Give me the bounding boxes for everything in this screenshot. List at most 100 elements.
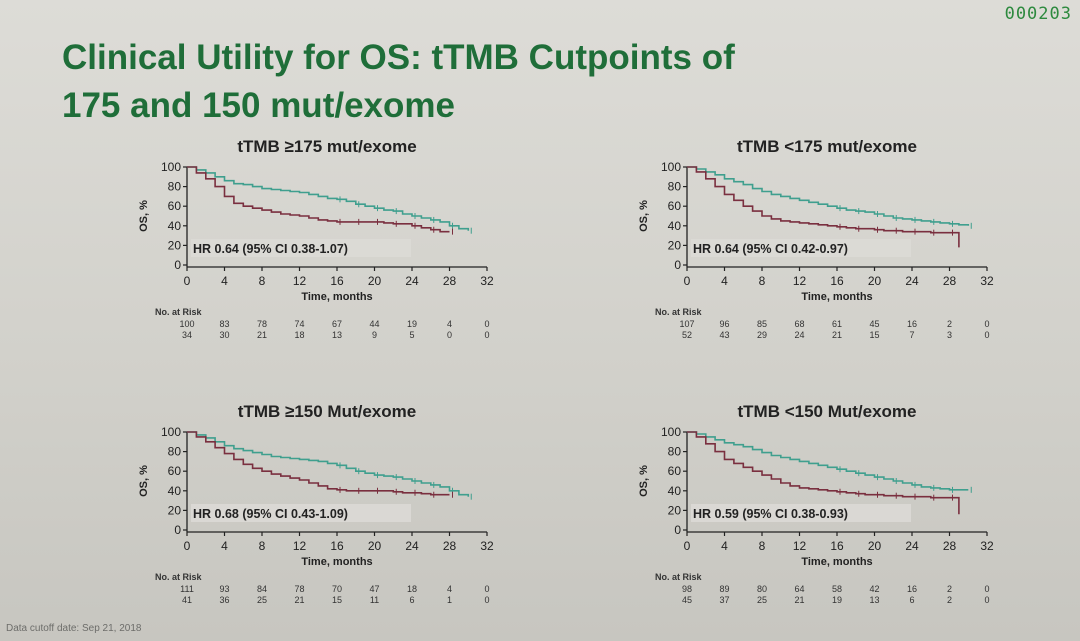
risk-count: 2 [947, 319, 952, 329]
risk-table-header: No. at Risk [655, 307, 703, 317]
x-tick-label: 8 [759, 274, 766, 288]
chart-title: tTMB ≥150 Mut/exome [238, 402, 416, 421]
y-tick-label: 40 [668, 484, 682, 498]
risk-count: 47 [369, 584, 379, 594]
risk-count: 70 [332, 584, 342, 594]
x-axis-label: Time, months [301, 556, 372, 568]
risk-count: 0 [984, 584, 989, 594]
risk-count: 42 [869, 584, 879, 594]
risk-count: 100 [179, 319, 194, 329]
risk-count: 80 [757, 584, 767, 594]
risk-count: 45 [682, 595, 692, 605]
x-tick-label: 28 [943, 539, 957, 553]
risk-count: 30 [219, 330, 229, 340]
risk-count: 34 [182, 330, 192, 340]
y-tick-label: 60 [168, 464, 182, 478]
hr-label-background [691, 239, 911, 257]
chart-title: tTMB ≥175 mut/exome [237, 137, 416, 156]
y-tick-label: 60 [668, 464, 682, 478]
y-tick-label: 40 [668, 219, 682, 233]
hazard-ratio-label: HR 0.68 (95% CI 0.43-1.09) [193, 507, 348, 521]
x-tick-label: 20 [368, 274, 382, 288]
risk-count: 15 [869, 330, 879, 340]
risk-count: 36 [219, 595, 229, 605]
risk-count: 13 [332, 330, 342, 340]
risk-count: 16 [907, 584, 917, 594]
risk-count: 19 [407, 319, 417, 329]
risk-count: 44 [369, 319, 379, 329]
risk-count: 52 [682, 330, 692, 340]
y-tick-label: 20 [668, 238, 682, 252]
risk-count: 61 [832, 319, 842, 329]
x-tick-label: 32 [480, 274, 494, 288]
risk-count: 25 [757, 595, 767, 605]
x-tick-label: 24 [405, 539, 419, 553]
y-tick-label: 0 [174, 258, 181, 272]
hazard-ratio-label: HR 0.59 (95% CI 0.38-0.93) [693, 507, 848, 521]
x-axis-label: Time, months [801, 291, 872, 303]
risk-count: 107 [679, 319, 694, 329]
risk-count: 3 [947, 330, 952, 340]
y-tick-label: 20 [168, 238, 182, 252]
risk-count: 58 [832, 584, 842, 594]
y-tick-label: 80 [668, 445, 682, 459]
hazard-ratio-label: HR 0.64 (95% CI 0.42-0.97) [693, 242, 848, 256]
survival-curve-low [187, 166, 450, 233]
title-line-1: Clinical Utility for OS: tTMB Cutpoints … [62, 38, 735, 77]
x-tick-label: 8 [259, 274, 266, 288]
x-tick-label: 20 [368, 539, 382, 553]
risk-count: 45 [869, 319, 879, 329]
y-tick-label: 80 [168, 180, 182, 194]
y-tick-label: 100 [661, 160, 681, 174]
risk-count: 6 [909, 595, 914, 605]
x-tick-label: 16 [830, 274, 844, 288]
risk-count: 11 [370, 595, 379, 605]
risk-count: 19 [832, 595, 842, 605]
x-tick-label: 12 [793, 274, 807, 288]
risk-table-header: No. at Risk [155, 572, 203, 582]
risk-count: 0 [484, 584, 489, 594]
x-tick-label: 8 [259, 539, 266, 553]
risk-count: 21 [794, 595, 804, 605]
y-tick-label: 40 [168, 219, 182, 233]
risk-count: 2 [947, 584, 952, 594]
survival-curve-high [187, 166, 470, 231]
y-tick-label: 100 [661, 425, 681, 439]
risk-count: 89 [719, 584, 729, 594]
x-tick-label: 0 [184, 274, 191, 288]
risk-count: 85 [757, 319, 767, 329]
risk-count: 74 [294, 319, 304, 329]
risk-count: 78 [257, 319, 267, 329]
risk-count: 84 [257, 584, 267, 594]
y-tick-label: 0 [674, 523, 681, 537]
risk-count: 4 [447, 319, 452, 329]
slide-counter: 000203 [1004, 4, 1072, 24]
risk-count: 5 [409, 330, 414, 340]
risk-count: 93 [219, 584, 229, 594]
y-tick-label: 20 [668, 503, 682, 517]
survival-curve-high [687, 166, 970, 226]
x-tick-label: 32 [980, 274, 994, 288]
y-tick-label: 0 [674, 258, 681, 272]
risk-count: 15 [332, 595, 342, 605]
risk-count: 6 [409, 595, 414, 605]
risk-count: 41 [182, 595, 192, 605]
y-axis-label: OS, % [138, 200, 150, 232]
survival-curve-low [687, 431, 960, 515]
x-tick-label: 0 [684, 539, 691, 553]
risk-count: 25 [257, 595, 267, 605]
x-tick-label: 4 [721, 539, 728, 553]
x-tick-label: 4 [221, 274, 228, 288]
y-axis-label: OS, % [638, 200, 650, 232]
risk-count: 9 [372, 330, 377, 340]
risk-count: 0 [984, 595, 989, 605]
y-tick-label: 0 [174, 523, 181, 537]
risk-count: 7 [909, 330, 914, 340]
risk-count: 98 [682, 584, 692, 594]
x-tick-label: 16 [330, 539, 344, 553]
survival-curve-high [687, 431, 969, 491]
risk-count: 18 [407, 584, 417, 594]
chart-title: tTMB <175 mut/exome [737, 137, 917, 156]
